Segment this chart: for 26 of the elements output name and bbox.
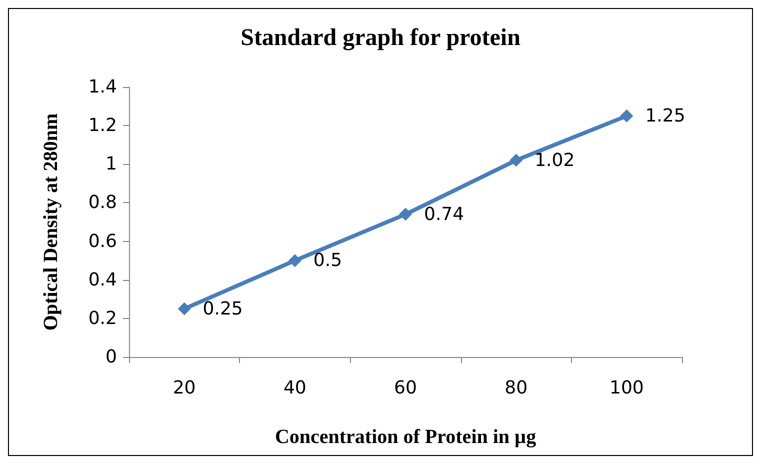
point [510,154,523,167]
x-axis-title: Concentration of Protein in µg [274,426,536,448]
point [178,302,191,316]
y-tick-label: 0.2 [88,308,117,329]
x-tick-label: 40 [283,378,306,398]
y-axis-title: Optical Density at 280nm [40,113,62,331]
data-label: 0.5 [313,250,342,272]
y-tick-label: 0.4 [88,269,117,290]
y-tick-label: 0.8 [88,192,117,214]
data-label: 1.25 [645,105,686,126]
data-label: 0.25 [202,298,243,320]
x-tick-label: 100 [610,378,644,398]
x-tick-label: 80 [504,378,528,398]
y-tick-label: 0 [106,346,117,368]
point [288,254,302,268]
point [620,109,634,122]
y-tick-label: 1.4 [88,76,117,98]
point [399,208,412,221]
y-tick-label: 0.6 [88,230,117,252]
chart-title: Standard graph for protein [240,25,520,51]
data-label: 0.74 [424,204,464,225]
x-tick-label: 60 [394,378,417,398]
data-label: 1.02 [534,150,575,171]
y-tick-label: 1 [106,154,117,175]
x-tick-label: 20 [172,378,196,398]
y-tick-label: 1.2 [88,115,117,136]
